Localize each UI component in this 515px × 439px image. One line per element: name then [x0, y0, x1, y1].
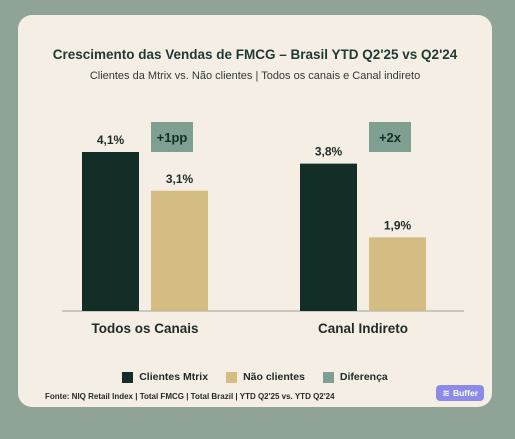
category-label-todos-os-canais: Todos os Canais: [91, 321, 198, 336]
data-label-clientes-mtrix-canal-indireto: 3,8%: [315, 145, 343, 159]
legend-item-nao-clientes: Não clientes: [226, 371, 305, 383]
legend-label-clientes: Clientes Mtrix: [139, 371, 209, 383]
bar-nao-clientes-canal-indireto: [369, 237, 426, 311]
bar-clientes-mtrix-canal-indireto: [300, 163, 357, 311]
legend-label-diferenca: Diferença: [339, 371, 388, 383]
legend-item-diferenca: Diferença: [322, 371, 388, 383]
category-label-canal-indireto: Canal Indireto: [318, 321, 408, 336]
legend-swatch-nao-clientes: [226, 371, 238, 383]
difference-badge-canal-indireto: [369, 122, 411, 152]
legend-swatch-diferenca: [322, 371, 334, 383]
chart-legend: Clientes Mtrix Não clientes Diferença: [18, 371, 492, 383]
chart-card: Crescimento das Vendas de FMCG – Brasil …: [18, 15, 492, 407]
bar-nao-clientes-todos-os-canais: [151, 190, 208, 311]
layers-icon: ≋: [442, 387, 450, 398]
data-label-nao-clientes-todos-os-canais: 3,1%: [166, 172, 194, 186]
chart-source-note: Fonte: NIQ Retail Index | Total FMCG | T…: [45, 392, 335, 401]
difference-badge-todos-os-canais: [151, 122, 193, 152]
buffer-badge[interactable]: ≋ Buffer: [436, 385, 484, 401]
chart-subtitle: Clientes da Mtrix vs. Não clientes | Tod…: [89, 70, 421, 82]
buffer-badge-label: Buffer: [452, 388, 478, 398]
difference-label-canal-indireto: +2x: [379, 130, 402, 145]
chart-title: Crescimento das Vendas de FMCG – Brasil …: [52, 47, 458, 62]
bar-clientes-mtrix-todos-os-canais: [82, 152, 139, 311]
chart-plot-area: 4,1% 3,1% +1pp Todos os Canais 3,8% 1,9% +2x Ca…: [62, 122, 464, 336]
legend-label-nao-clientes: Não clientes: [243, 371, 305, 383]
difference-label-todos-os-canais: +1pp: [157, 130, 188, 145]
legend-swatch-clientes: [122, 371, 134, 383]
data-label-clientes-mtrix-todos-os-canais: 4,1%: [97, 133, 125, 147]
legend-item-clientes: Clientes Mtrix: [122, 371, 208, 383]
data-label-nao-clientes-canal-indireto: 1,9%: [384, 218, 412, 232]
